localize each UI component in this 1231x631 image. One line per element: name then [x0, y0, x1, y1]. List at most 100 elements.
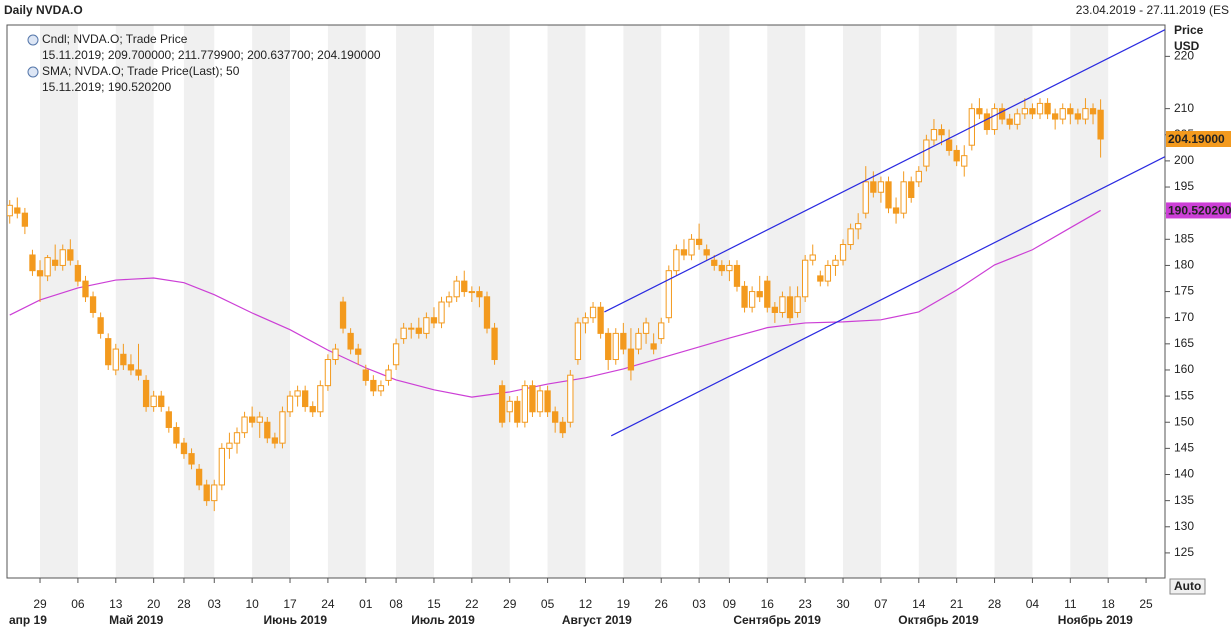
candle-body [877, 181, 885, 193]
candle-body [953, 149, 960, 162]
candle-body [29, 254, 36, 272]
candle-body [529, 385, 536, 413]
candle-body [408, 327, 415, 330]
candle-body [695, 238, 703, 246]
candle-body [211, 484, 218, 502]
candle-body [680, 249, 688, 256]
candle-body [998, 108, 1006, 120]
y-tick-label: 130 [1174, 519, 1194, 533]
candle-body [14, 207, 21, 214]
candle-body [1006, 118, 1013, 125]
candle-body [786, 296, 794, 319]
x-tick-label: 28 [177, 597, 191, 611]
candle-body [279, 411, 286, 444]
candle-body [400, 327, 407, 340]
candle-body [552, 411, 559, 423]
auto-button-label[interactable]: Auto [1174, 579, 1201, 593]
candle-body [74, 264, 82, 282]
candle-body [377, 385, 385, 392]
sma-line [9, 209, 1101, 398]
candle-body [983, 113, 991, 131]
trend-line [604, 29, 1165, 313]
week-stripe [699, 25, 730, 578]
candle-body [1044, 102, 1051, 115]
month-label: Июль 2019 [411, 613, 475, 627]
y-tick-label: 185 [1174, 231, 1194, 245]
candle-body [536, 390, 544, 413]
candle-body [506, 400, 513, 413]
candle-body [59, 249, 66, 266]
candle-body [718, 264, 725, 272]
month-label: Сентябрь 2019 [733, 613, 821, 627]
week-stripes [40, 25, 1109, 578]
candle-body [248, 416, 256, 423]
y-tick-label: 125 [1174, 545, 1194, 559]
x-tick-label: 14 [912, 597, 926, 611]
candle-body [1052, 113, 1059, 120]
candle-body [271, 437, 279, 444]
candle-body [582, 317, 589, 324]
x-tick-label: 07 [874, 597, 888, 611]
x-tick-label: 29 [503, 597, 517, 611]
candle-body [415, 327, 422, 334]
x-tick-label: 15 [427, 597, 441, 611]
candle-body [218, 447, 225, 486]
candle-body [97, 317, 104, 334]
x-tick-label: 11 [1064, 597, 1077, 611]
y-tick-label: 150 [1174, 414, 1194, 428]
candle-body [165, 411, 172, 428]
candle-body [127, 364, 135, 371]
candle-body [642, 322, 650, 334]
candle-body [142, 379, 150, 408]
auto-button[interactable] [1169, 578, 1206, 595]
candle-body [673, 249, 680, 272]
candle-body [453, 280, 460, 298]
legend-entry: SMA; NVDA.O; Trade Price(Last); 50 [42, 64, 240, 78]
candle-body [1059, 108, 1066, 120]
y-axis-label: Price [1174, 23, 1204, 37]
candle-body [794, 296, 801, 313]
last-value-label: 204.19000 [1168, 132, 1225, 146]
month-label: Июнь 2019 [264, 613, 328, 627]
candle-body [7, 204, 13, 217]
week-stripe [994, 25, 1033, 578]
candle-body [650, 343, 657, 350]
month-label: Ноябрь 2019 [1058, 613, 1133, 627]
x-tick-label: 03 [208, 597, 222, 611]
candle-body [688, 238, 695, 256]
week-stripe [843, 25, 881, 578]
candle-body [180, 442, 188, 455]
candle-body [544, 390, 551, 413]
y-tick-label: 210 [1174, 101, 1194, 115]
candle-body [286, 395, 294, 413]
candle-body [135, 369, 142, 376]
candle-body [870, 181, 877, 193]
x-tick-label: 04 [1026, 597, 1040, 611]
y-axis-label: USD [1174, 39, 1200, 53]
candle-body [430, 317, 438, 324]
candle-body [112, 348, 119, 371]
candle-body [605, 332, 612, 361]
candle-body [1082, 108, 1089, 120]
candle-body [309, 406, 316, 413]
candle-body [468, 291, 475, 294]
candle-body [824, 264, 832, 282]
candle-body [961, 155, 968, 167]
x-tick-label: 22 [465, 597, 479, 611]
candle-body [302, 390, 309, 408]
candle-body [574, 322, 582, 361]
candle-body [567, 374, 574, 423]
legend-values: 15.11.2019; 190.520200 [42, 80, 172, 94]
candle-body [226, 442, 233, 449]
x-tick-label: 18 [1102, 597, 1116, 611]
month-label: Октябрь 2019 [898, 613, 979, 627]
x-tick-label: 05 [541, 597, 555, 611]
candle-body [476, 291, 483, 298]
candle-body [445, 296, 453, 303]
candle-body [711, 259, 718, 266]
candle-body [938, 129, 945, 136]
chart-title: Daily NVDA.O [4, 3, 83, 17]
candle-body [498, 385, 506, 423]
week-stripe [1070, 25, 1109, 578]
legend: Cndl; NVDA.O; Trade Price 15.11.2019; 20… [27, 32, 381, 94]
